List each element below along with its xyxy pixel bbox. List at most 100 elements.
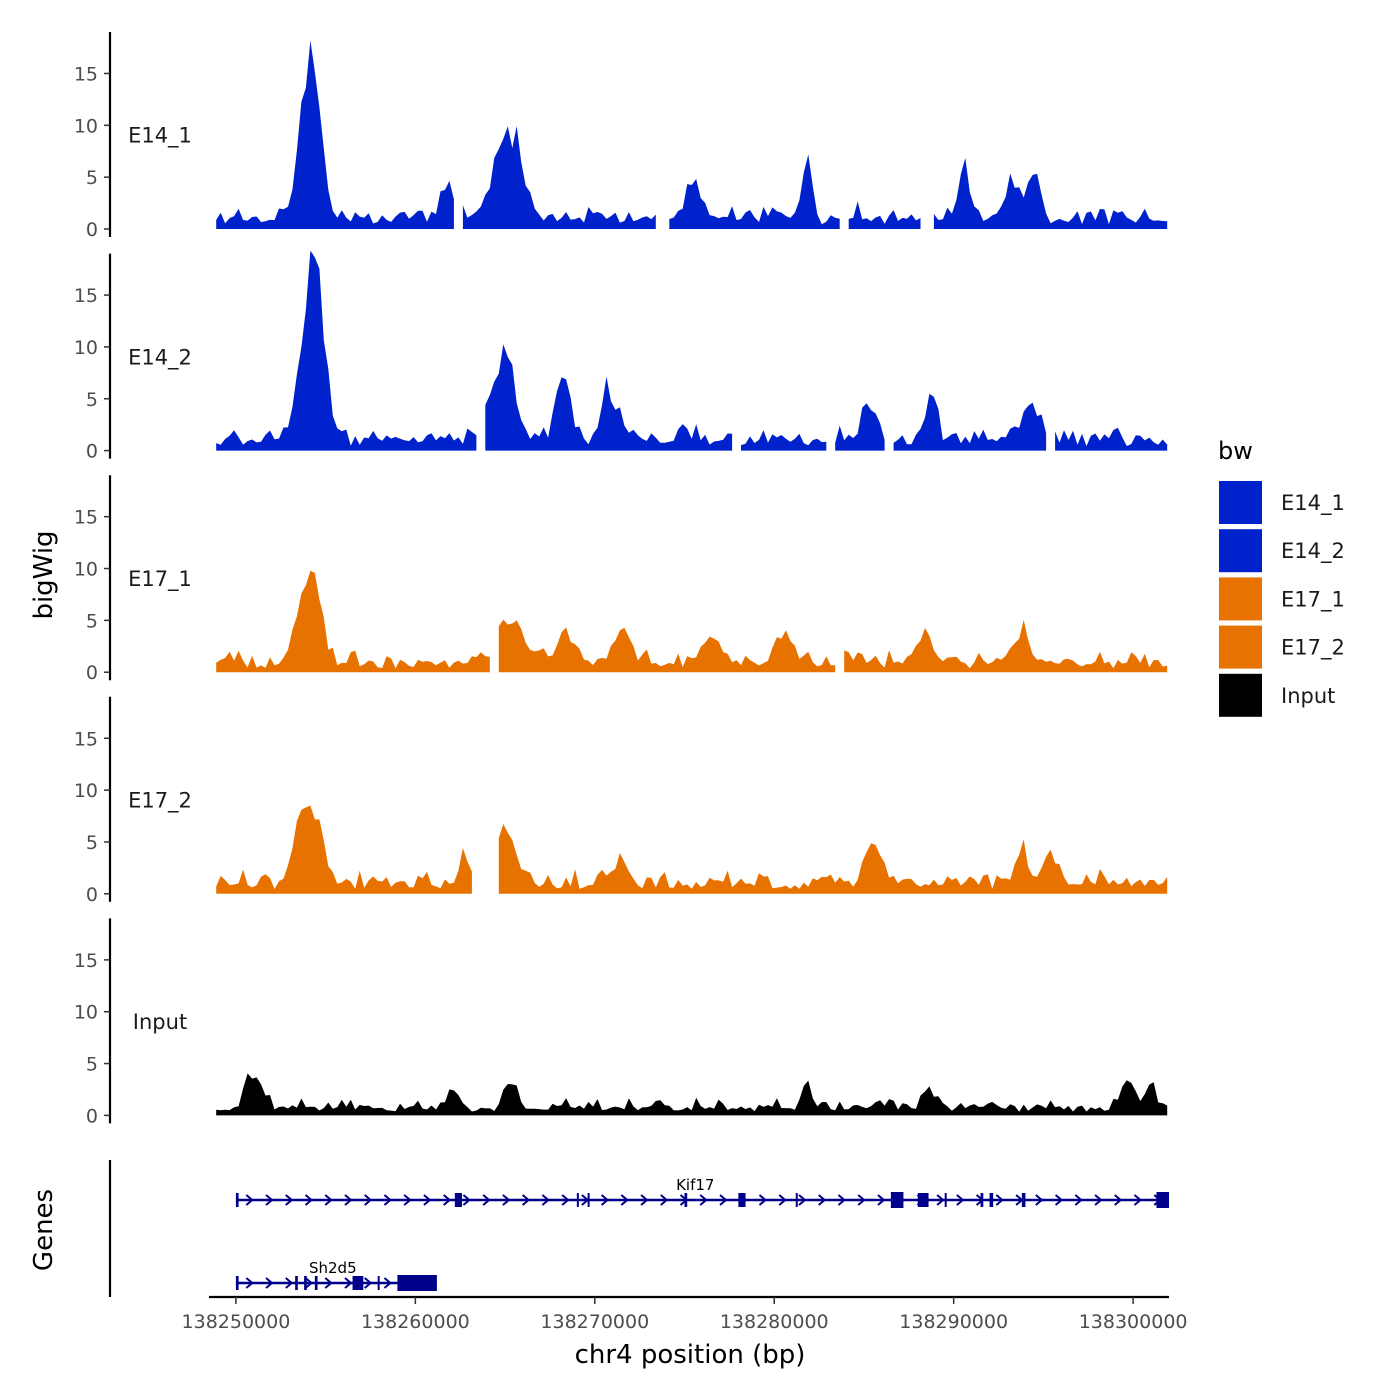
strand-arrow <box>265 1277 274 1289</box>
strand-arrow <box>600 1194 610 1206</box>
y-tick-label: 10 <box>74 780 98 802</box>
signal-area <box>216 805 472 894</box>
legend-swatch <box>1217 671 1264 719</box>
track-label: E14_1 <box>128 124 192 149</box>
exon <box>795 1193 798 1207</box>
signal-area <box>462 126 656 229</box>
signal-area <box>893 393 1047 451</box>
strand-arrow <box>778 1194 787 1206</box>
strand-arrow <box>620 1194 629 1206</box>
exon <box>1156 1192 1169 1208</box>
strand-arrow <box>758 1194 768 1206</box>
strand-arrow <box>364 1277 373 1289</box>
legend-label: E14_1 <box>1281 491 1345 516</box>
x-tick-label: 138290000 <box>899 1311 1008 1333</box>
legend-swatch <box>1217 623 1264 671</box>
track-panel-e17-2: 0 5 10 15 E17_2 <box>74 696 1168 906</box>
y-tick-label: 5 <box>86 1054 98 1076</box>
strand-arrow <box>383 1194 393 1206</box>
y-tick-label: 0 <box>86 441 98 463</box>
exon <box>917 1193 929 1207</box>
y-tick-label: 10 <box>74 559 98 581</box>
track-label: E17_1 <box>128 567 192 592</box>
exon <box>684 1193 688 1207</box>
strand-arrow <box>956 1194 965 1206</box>
track-panel-e14-1: 0 5 10 15 E14_1 <box>74 32 1168 241</box>
x-tick-label: 138270000 <box>540 1311 649 1333</box>
exon <box>576 1193 579 1207</box>
signal-area <box>498 824 1168 894</box>
strand-arrow <box>837 1194 846 1206</box>
strand-arrow <box>1035 1194 1044 1206</box>
signal-area <box>216 1073 1168 1116</box>
legend: bw E14_1 E14_2 E17_1 E17_2 Input <box>1217 437 1345 719</box>
x-tick-label: 138280000 <box>720 1311 829 1333</box>
exon <box>1021 1193 1026 1207</box>
x-tick-label: 138300000 <box>1079 1311 1188 1333</box>
strand-arrow <box>324 1277 333 1289</box>
exon <box>314 1276 318 1290</box>
signal-area <box>844 620 1168 673</box>
exon <box>890 1192 904 1208</box>
y-axis-title: bigWig <box>29 530 59 619</box>
y-tick-label: 10 <box>74 115 98 137</box>
strand-arrow <box>699 1194 708 1206</box>
x-tick-label: 138250000 <box>182 1311 291 1333</box>
track-panel-e14-2: 0 5 10 15 E14_2 <box>74 250 1168 463</box>
strand-arrow <box>936 1194 945 1206</box>
y-tick-label: 10 <box>74 337 98 359</box>
track-label: E14_2 <box>128 345 192 370</box>
legend-label: E17_1 <box>1281 587 1345 612</box>
signal-area <box>669 154 840 229</box>
track-panel-input: 0 5 10 15 Input <box>74 918 1168 1127</box>
exon <box>235 1193 239 1207</box>
gene-track-title: Genes <box>29 1189 59 1271</box>
x-axis: 138250000 138260000 138270000 138280000 1382… <box>182 1295 1188 1333</box>
track-label: E17_2 <box>128 788 192 813</box>
strand-arrow <box>285 1194 294 1206</box>
strand-arrow <box>304 1194 314 1206</box>
strand-arrow <box>285 1277 294 1289</box>
exon <box>397 1275 437 1291</box>
strand-arrow <box>304 1277 314 1289</box>
y-tick-label: 15 <box>74 728 98 750</box>
legend-label: E17_2 <box>1281 636 1345 661</box>
gene-label: Sh2d5 <box>309 1259 357 1277</box>
strand-arrow <box>1114 1194 1123 1206</box>
strand-arrow <box>265 1194 274 1206</box>
track-panel-e17-1: 0 5 10 15 E17_1 <box>74 475 1168 684</box>
legend-title: bw <box>1218 437 1253 465</box>
strand-arrow <box>660 1194 669 1206</box>
signal-area <box>485 344 733 451</box>
exon <box>352 1276 364 1290</box>
strand-arrow <box>462 1194 471 1206</box>
gene-track: Kif17 Sh2d5 <box>108 1160 1169 1297</box>
y-tick-label: 15 <box>74 285 98 307</box>
y-tick-label: 5 <box>86 167 98 189</box>
strand-arrow <box>364 1194 373 1206</box>
y-tick-label: 10 <box>74 1002 98 1024</box>
legend-label: E14_2 <box>1281 539 1345 564</box>
bigwig-tracks: 0 5 10 15 E14_1 0 5 10 15 E14_2 0 5 10 15 E17_1 0 5 10 15 E… <box>74 32 1168 1127</box>
strand-arrow <box>383 1277 393 1289</box>
signal-area <box>1055 427 1168 451</box>
signal-area <box>933 158 1168 229</box>
strand-arrow <box>1054 1194 1064 1206</box>
strand-arrow <box>541 1194 550 1206</box>
strand-arrow <box>403 1194 412 1206</box>
signal-area <box>216 570 490 673</box>
gene-label: Kif17 <box>676 1176 714 1194</box>
y-tick-label: 15 <box>74 950 98 972</box>
signal-area <box>835 403 885 451</box>
strand-arrow <box>995 1194 1004 1206</box>
exon <box>980 1193 984 1207</box>
strand-arrow <box>561 1194 570 1206</box>
strand-arrow <box>344 1194 353 1206</box>
strand-arrow <box>1133 1194 1143 1206</box>
exon <box>304 1276 307 1290</box>
y-tick-label: 5 <box>86 610 98 632</box>
x-axis-title: chr4 position (bp) <box>575 1340 806 1370</box>
gene-kif17: Kif17 <box>235 1176 1169 1208</box>
exon <box>738 1193 746 1207</box>
